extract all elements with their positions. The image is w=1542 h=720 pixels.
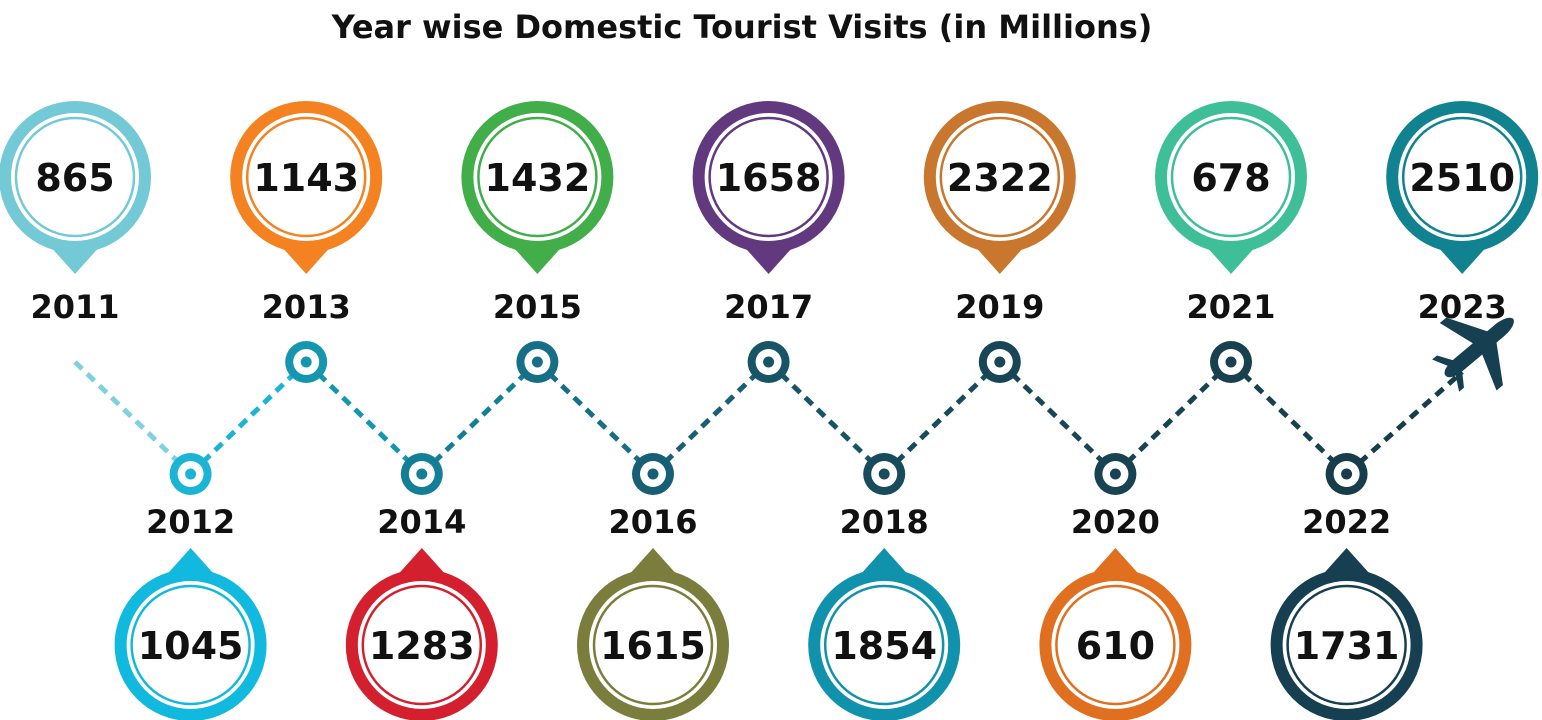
target-icon [863, 453, 906, 495]
value-marker-2016: 1615 [577, 548, 729, 720]
connector-line-2019-2020 [998, 360, 1118, 476]
connector-line-2020-2021 [1113, 360, 1233, 476]
airplane-icon [1432, 317, 1514, 392]
year-label: 2015 [493, 288, 582, 326]
value-label: 1658 [716, 156, 822, 200]
target-icon [1325, 453, 1368, 495]
value-marker-2017: 1658 [692, 101, 845, 274]
year-labels: 2011 2012 2013 2014 2015 2016 2017 2018 2019 2020… [30, 288, 1506, 541]
target-icon [632, 453, 674, 495]
value-label: 678 [1191, 156, 1270, 200]
value-label: 865 [35, 156, 114, 200]
target-icon [747, 341, 790, 383]
year-label: 2011 [30, 288, 119, 326]
value-label: 1432 [485, 156, 591, 200]
target-icon [400, 453, 443, 495]
target-icon [978, 341, 1021, 383]
connector-line-2021-2022 [1229, 360, 1349, 476]
value-label: 1045 [138, 624, 244, 668]
value-marker-2014: 1283 [345, 548, 498, 720]
value-label: 1854 [831, 624, 937, 668]
value-label: 1731 [1294, 624, 1400, 668]
connector-line-2015-2016 [535, 360, 655, 476]
value-label: 2322 [947, 156, 1053, 200]
year-label: 2013 [262, 288, 351, 326]
timeline-nodes [169, 341, 1368, 495]
target-icon [516, 341, 559, 383]
value-marker-2015: 1432 [461, 101, 614, 274]
value-marker-2020: 610 [1039, 548, 1192, 720]
value-marker-2019: 2322 [923, 101, 1076, 274]
year-label: 2012 [146, 503, 235, 541]
connector-lines [73, 360, 1464, 476]
year-label: 2020 [1071, 503, 1160, 541]
value-marker-2013: 1143 [230, 101, 383, 274]
year-label: 2017 [724, 288, 813, 326]
value-marker-2022: 1731 [1270, 548, 1423, 720]
connector-line-2022-2023 [1344, 370, 1464, 476]
year-label: 2016 [608, 503, 697, 541]
connector-line-2011-2012 [73, 360, 193, 476]
value-marker-2021: 678 [1155, 101, 1307, 274]
connector-line-2014-2015 [420, 360, 540, 476]
value-label: 1283 [369, 624, 475, 668]
year-label: 2023 [1418, 288, 1507, 326]
value-marker-2011: 865 [0, 101, 151, 274]
year-label: 2022 [1302, 503, 1391, 541]
connector-line-2018-2019 [882, 360, 1002, 476]
value-marker-2012: 1045 [114, 548, 267, 720]
value-marker-2023: 2510 [1386, 101, 1539, 274]
value-label: 1143 [253, 156, 359, 200]
value-label: 1615 [600, 624, 706, 668]
target-icon [1210, 341, 1252, 383]
connector-line-2013-2014 [304, 360, 424, 476]
chart-title: Year wise Domestic Tourist Visits (in Mi… [331, 8, 1153, 46]
value-markers: 865 1045 1143 1283 1432 1615 1658 1854 2322 610 67… [0, 101, 1539, 720]
connector-line-2017-2018 [766, 360, 886, 476]
value-marker-2018: 1854 [808, 548, 961, 720]
connector-line-2016-2017 [651, 360, 771, 476]
value-label: 610 [1076, 624, 1155, 668]
connector-line-2012-2013 [188, 360, 308, 476]
target-icon [169, 453, 212, 495]
year-label: 2014 [377, 503, 466, 541]
value-label: 2510 [1409, 156, 1515, 200]
target-icon [1094, 453, 1137, 495]
target-icon [285, 341, 328, 383]
year-label: 2021 [1186, 288, 1275, 326]
year-label: 2019 [955, 288, 1044, 326]
airplane-icon [1432, 317, 1514, 392]
year-label: 2018 [840, 503, 929, 541]
